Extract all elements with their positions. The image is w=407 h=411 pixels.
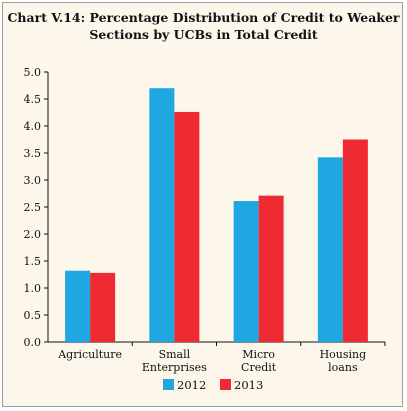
bar-2013-1 xyxy=(174,111,200,343)
y-tick-label: 1.0 xyxy=(24,282,42,295)
bar-2012-1 xyxy=(149,88,175,342)
bar-2012-0 xyxy=(65,270,91,342)
legend-swatch-2013 xyxy=(220,379,231,390)
y-tick-label: 3.5 xyxy=(24,147,42,160)
y-tick-label: 0.5 xyxy=(24,309,42,322)
x-category-label: Micro xyxy=(242,348,275,361)
y-tick-label: 1.5 xyxy=(24,255,42,268)
bar-2012-3 xyxy=(317,157,343,342)
chart-title: Chart V.14: Percentage Distribution of C… xyxy=(3,9,404,43)
legend-label-2013: 2013 xyxy=(234,378,263,392)
x-category-label: Credit xyxy=(241,361,277,374)
y-tick-label: 0.0 xyxy=(24,336,42,349)
bar-2013-0 xyxy=(90,272,116,342)
x-category-label: Small xyxy=(159,348,191,361)
legend-swatch-2012 xyxy=(163,379,174,390)
bar-2013-2 xyxy=(258,195,284,342)
legend-label-2012: 2012 xyxy=(177,378,206,392)
x-category-label: Housing xyxy=(320,348,367,361)
y-tick-label: 2.0 xyxy=(24,228,42,241)
x-category-label: loans xyxy=(328,361,358,374)
y-tick-label: 2.5 xyxy=(24,201,42,214)
bar-2012-2 xyxy=(233,201,259,342)
x-category-label: Agriculture xyxy=(57,348,122,361)
y-tick-label: 4.5 xyxy=(24,93,42,106)
bar-2013-3 xyxy=(342,139,368,342)
x-category-label: Enterprises xyxy=(142,361,207,374)
y-tick-label: 3.0 xyxy=(24,174,42,187)
chart-title-line1: Chart V.14: Percentage Distribution of C… xyxy=(7,10,400,25)
y-tick-label: 5.0 xyxy=(24,66,42,79)
chart-title-line2: Sections by UCBs in Total Credit xyxy=(89,27,318,42)
y-tick-label: 4.0 xyxy=(24,120,42,133)
